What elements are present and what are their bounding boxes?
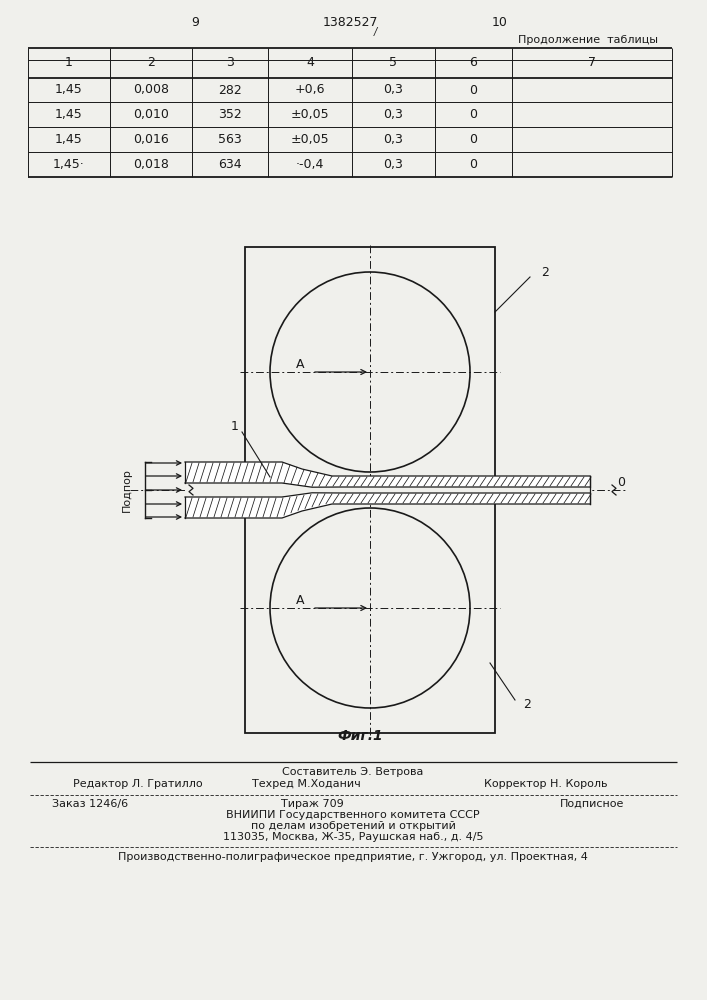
Text: ±0,05: ±0,05 (291, 133, 329, 146)
Text: 5: 5 (390, 55, 397, 68)
Text: Техред М.Ходанич: Техред М.Ходанич (252, 779, 361, 789)
Text: 1,45: 1,45 (55, 84, 83, 97)
Text: 0: 0 (469, 108, 477, 121)
Text: 6: 6 (469, 55, 477, 68)
Text: Производственно-полиграфическое предприятие, г. Ужгород, ул. Проектная, 4: Производственно-полиграфическое предприя… (118, 852, 588, 862)
Text: 4: 4 (306, 55, 314, 68)
Text: 1: 1 (231, 420, 239, 434)
Text: 0,3: 0,3 (384, 158, 404, 171)
Text: 0,016: 0,016 (133, 133, 169, 146)
Text: 1,45: 1,45 (55, 108, 83, 121)
Text: 3: 3 (226, 55, 234, 68)
Text: 9: 9 (191, 16, 199, 29)
Text: 0,018: 0,018 (133, 158, 169, 171)
Text: Редактор Л. Гратилло: Редактор Л. Гратилло (73, 779, 203, 789)
Text: 1382527: 1382527 (322, 16, 378, 29)
Text: 113035, Москва, Ж-35, Раушская наб., д. 4/5: 113035, Москва, Ж-35, Раушская наб., д. … (223, 832, 484, 842)
Text: 352: 352 (218, 108, 242, 121)
Text: 1: 1 (65, 55, 73, 68)
Text: Подписное: Подписное (560, 799, 624, 809)
Text: +0,6: +0,6 (295, 84, 325, 97)
Text: 1,45·: 1,45· (53, 158, 85, 171)
Text: A: A (296, 593, 304, 606)
Text: 2: 2 (147, 55, 155, 68)
Text: 10: 10 (492, 16, 508, 29)
Text: 0,008: 0,008 (133, 84, 169, 97)
Text: 0: 0 (469, 84, 477, 97)
Text: 282: 282 (218, 84, 242, 97)
Text: 1,45: 1,45 (55, 133, 83, 146)
Text: Корректор Н. Король: Корректор Н. Король (484, 779, 607, 789)
Text: 0: 0 (192, 477, 200, 489)
Text: ВНИИПИ Государственного комитета СССР: ВНИИПИ Государственного комитета СССР (226, 810, 480, 820)
Polygon shape (185, 483, 590, 497)
Polygon shape (185, 493, 590, 518)
Text: A: A (296, 358, 304, 370)
Text: Подпор: Подпор (122, 468, 132, 512)
Text: 0,010: 0,010 (133, 108, 169, 121)
Text: 7: 7 (588, 55, 596, 68)
Bar (245, 483, 495, 733)
Text: ·-0,4: ·-0,4 (296, 158, 325, 171)
Text: /: / (373, 27, 377, 37)
Bar (245, 247, 495, 497)
Text: Заказ 1246/6: Заказ 1246/6 (52, 799, 128, 809)
Text: Тираж 709: Тираж 709 (281, 799, 344, 809)
Text: 2: 2 (523, 698, 531, 712)
Text: ±0,05: ±0,05 (291, 108, 329, 121)
Text: 0: 0 (469, 133, 477, 146)
Text: 0,3: 0,3 (384, 108, 404, 121)
Text: 0,3: 0,3 (384, 84, 404, 97)
Text: 2: 2 (541, 265, 549, 278)
Text: 634: 634 (218, 158, 242, 171)
Polygon shape (185, 462, 590, 487)
Text: 563: 563 (218, 133, 242, 146)
Text: 0,3: 0,3 (384, 133, 404, 146)
Text: Продолжение  таблицы: Продолжение таблицы (518, 35, 658, 45)
Text: по делам изобретений и открытий: по делам изобретений и открытий (250, 821, 455, 831)
Text: Составитель Э. Ветрова: Составитель Э. Ветрова (282, 767, 423, 777)
Text: 0: 0 (617, 477, 625, 489)
Text: 0: 0 (469, 158, 477, 171)
Text: Фиг.1: Фиг.1 (337, 729, 382, 743)
